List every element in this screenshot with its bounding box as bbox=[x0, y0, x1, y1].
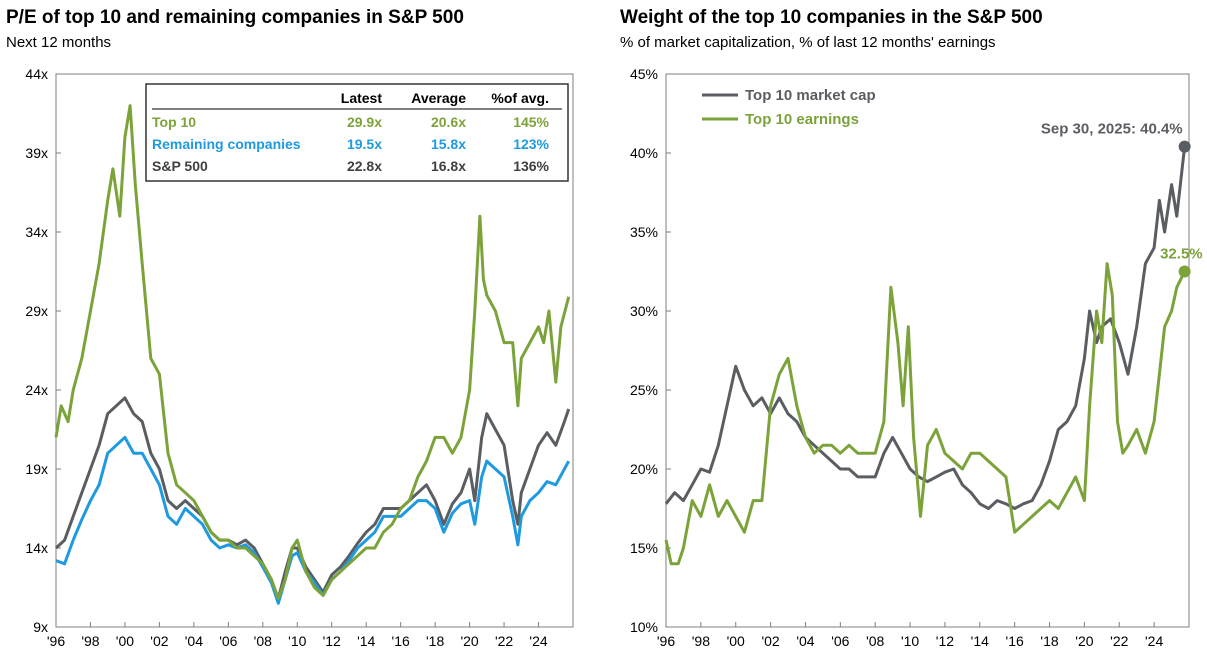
weight-legend-label: Top 10 earnings bbox=[745, 111, 859, 128]
pe-x-tick-label: '18 bbox=[426, 633, 444, 649]
weight-y-tick-label: 15% bbox=[630, 540, 658, 556]
weight-x-tick-label: '14 bbox=[971, 633, 989, 649]
weight-market-cap-end-dot bbox=[1178, 140, 1191, 153]
weight-market-cap-end-label: Sep 30, 2025: 40.4% bbox=[1041, 121, 1183, 138]
weight-y-tick-label: 40% bbox=[630, 145, 658, 161]
weight-x-tick-label: '12 bbox=[936, 633, 954, 649]
pe-series-line-s-p-500 bbox=[54, 396, 571, 601]
weight-x-tick-label: '02 bbox=[761, 633, 779, 649]
weight-x-tick-label: '10 bbox=[901, 633, 919, 649]
pe-y-tick-label: 39x bbox=[25, 145, 48, 161]
weight-series-line-top-10-market-cap bbox=[664, 146, 1187, 510]
pe-chart-svg: 9x 14x 19x 24x 29x 34x 39x 44x '96 '98 '00 '02 '04 '0… bbox=[25, 66, 574, 649]
pe-table-cell: Top 10 bbox=[152, 114, 196, 130]
weight-x-tick-label: '98 bbox=[692, 633, 710, 649]
pe-x-tick-label: '24 bbox=[529, 633, 547, 649]
pe-series-line-remaining-companies bbox=[55, 435, 571, 605]
pe-table-box bbox=[145, 83, 569, 182]
pe-y-tick-label: 14x bbox=[25, 540, 48, 556]
weight-chart-title: Weight of the top 10 companies in the S&… bbox=[620, 7, 1043, 28]
pe-series-line-top-10 bbox=[54, 104, 571, 601]
weight-earnings-end-dot bbox=[1178, 265, 1191, 278]
pe-y-tick-label: 24x bbox=[25, 382, 48, 398]
pe-table-cell: 29.9x bbox=[347, 114, 382, 130]
weight-x-tick-label: '06 bbox=[831, 633, 849, 649]
weight-plot-frame bbox=[665, 73, 1190, 628]
pe-x-tick-label: '02 bbox=[150, 633, 168, 649]
pe-table-cell: 15.8x bbox=[431, 136, 466, 152]
pe-chart-subtitle: Next 12 months bbox=[6, 34, 112, 51]
weight-y-tick-label: 10% bbox=[630, 619, 658, 635]
pe-table-cell: S&P 500 bbox=[152, 158, 208, 174]
pe-x-tick-label: '00 bbox=[116, 633, 134, 649]
weight-chart-panel: Weight of the top 10 companies in the S&… bbox=[604, 0, 1207, 663]
weight-x-tick-label: '00 bbox=[727, 633, 745, 649]
pe-y-tick-label: 19x bbox=[25, 461, 48, 477]
weight-chart-subtitle: % of market capitalization, % of last 12… bbox=[620, 34, 996, 51]
weight-y-tick-label: 45% bbox=[630, 66, 658, 82]
pe-table-cell: 19.5x bbox=[347, 136, 382, 152]
pe-plot-frame bbox=[55, 73, 574, 628]
weight-series-line-top-10-earnings bbox=[664, 262, 1186, 566]
weight-y-tick-label: 20% bbox=[630, 461, 658, 477]
weight-y-tick-label: 30% bbox=[630, 303, 658, 319]
pe-table-header: %of avg. bbox=[491, 90, 549, 106]
pe-table-cell: 22.8x bbox=[347, 158, 382, 174]
weight-x-tick-label: '24 bbox=[1145, 633, 1163, 649]
pe-x-tick-label: '22 bbox=[495, 633, 513, 649]
pe-x-tick-label: '20 bbox=[460, 633, 478, 649]
pe-x-tick-label: '96 bbox=[47, 633, 65, 649]
pe-table-cell: 123% bbox=[513, 136, 549, 152]
pe-table-cell: 136% bbox=[513, 158, 549, 174]
weight-x-tick-label: '96 bbox=[657, 633, 675, 649]
pe-x-tick-label: '08 bbox=[254, 633, 272, 649]
pe-y-tick-label: 44x bbox=[25, 66, 48, 82]
weight-y-tick-label: 35% bbox=[630, 224, 658, 240]
weight-x-tick-label: '18 bbox=[1040, 633, 1058, 649]
pe-x-tick-label: '16 bbox=[392, 633, 410, 649]
weight-y-tick-label: 25% bbox=[630, 382, 658, 398]
pe-x-tick-label: '12 bbox=[323, 633, 341, 649]
pe-chart-panel: P/E of top 10 and remaining companies in… bbox=[0, 0, 600, 663]
pe-x-tick-label: '04 bbox=[185, 633, 203, 649]
pe-y-tick-label: 9x bbox=[33, 619, 48, 635]
pe-y-tick-label: 29x bbox=[25, 303, 48, 319]
weight-legend-label: Top 10 market cap bbox=[745, 87, 876, 104]
pe-chart-title: P/E of top 10 and remaining companies in… bbox=[6, 7, 464, 28]
pe-x-tick-label: '06 bbox=[219, 633, 237, 649]
weight-x-tick-label: '20 bbox=[1075, 633, 1093, 649]
pe-x-tick-label: '98 bbox=[81, 633, 99, 649]
weight-x-tick-label: '16 bbox=[1006, 633, 1024, 649]
pe-table-cell: Remaining companies bbox=[152, 136, 301, 152]
weight-x-tick-label: '22 bbox=[1110, 633, 1128, 649]
weight-x-tick-label: '08 bbox=[866, 633, 884, 649]
pe-table-cell: 145% bbox=[513, 114, 549, 130]
weight-chart-svg: 10% 15% 20% 25% 30% 35% 40% 45% '96 '98 '00 '02 '04 '… bbox=[630, 66, 1203, 649]
pe-table-cell: 20.6x bbox=[431, 114, 466, 130]
weight-x-tick-label: '04 bbox=[796, 633, 814, 649]
pe-table-header: Average bbox=[411, 90, 466, 106]
weight-earnings-end-label: 32.5% bbox=[1160, 246, 1203, 263]
pe-x-tick-label: '14 bbox=[357, 633, 375, 649]
pe-y-tick-label: 34x bbox=[25, 224, 48, 240]
pe-x-tick-label: '10 bbox=[288, 633, 306, 649]
pe-table-cell: 16.8x bbox=[431, 158, 466, 174]
pe-table-header: Latest bbox=[341, 90, 383, 106]
